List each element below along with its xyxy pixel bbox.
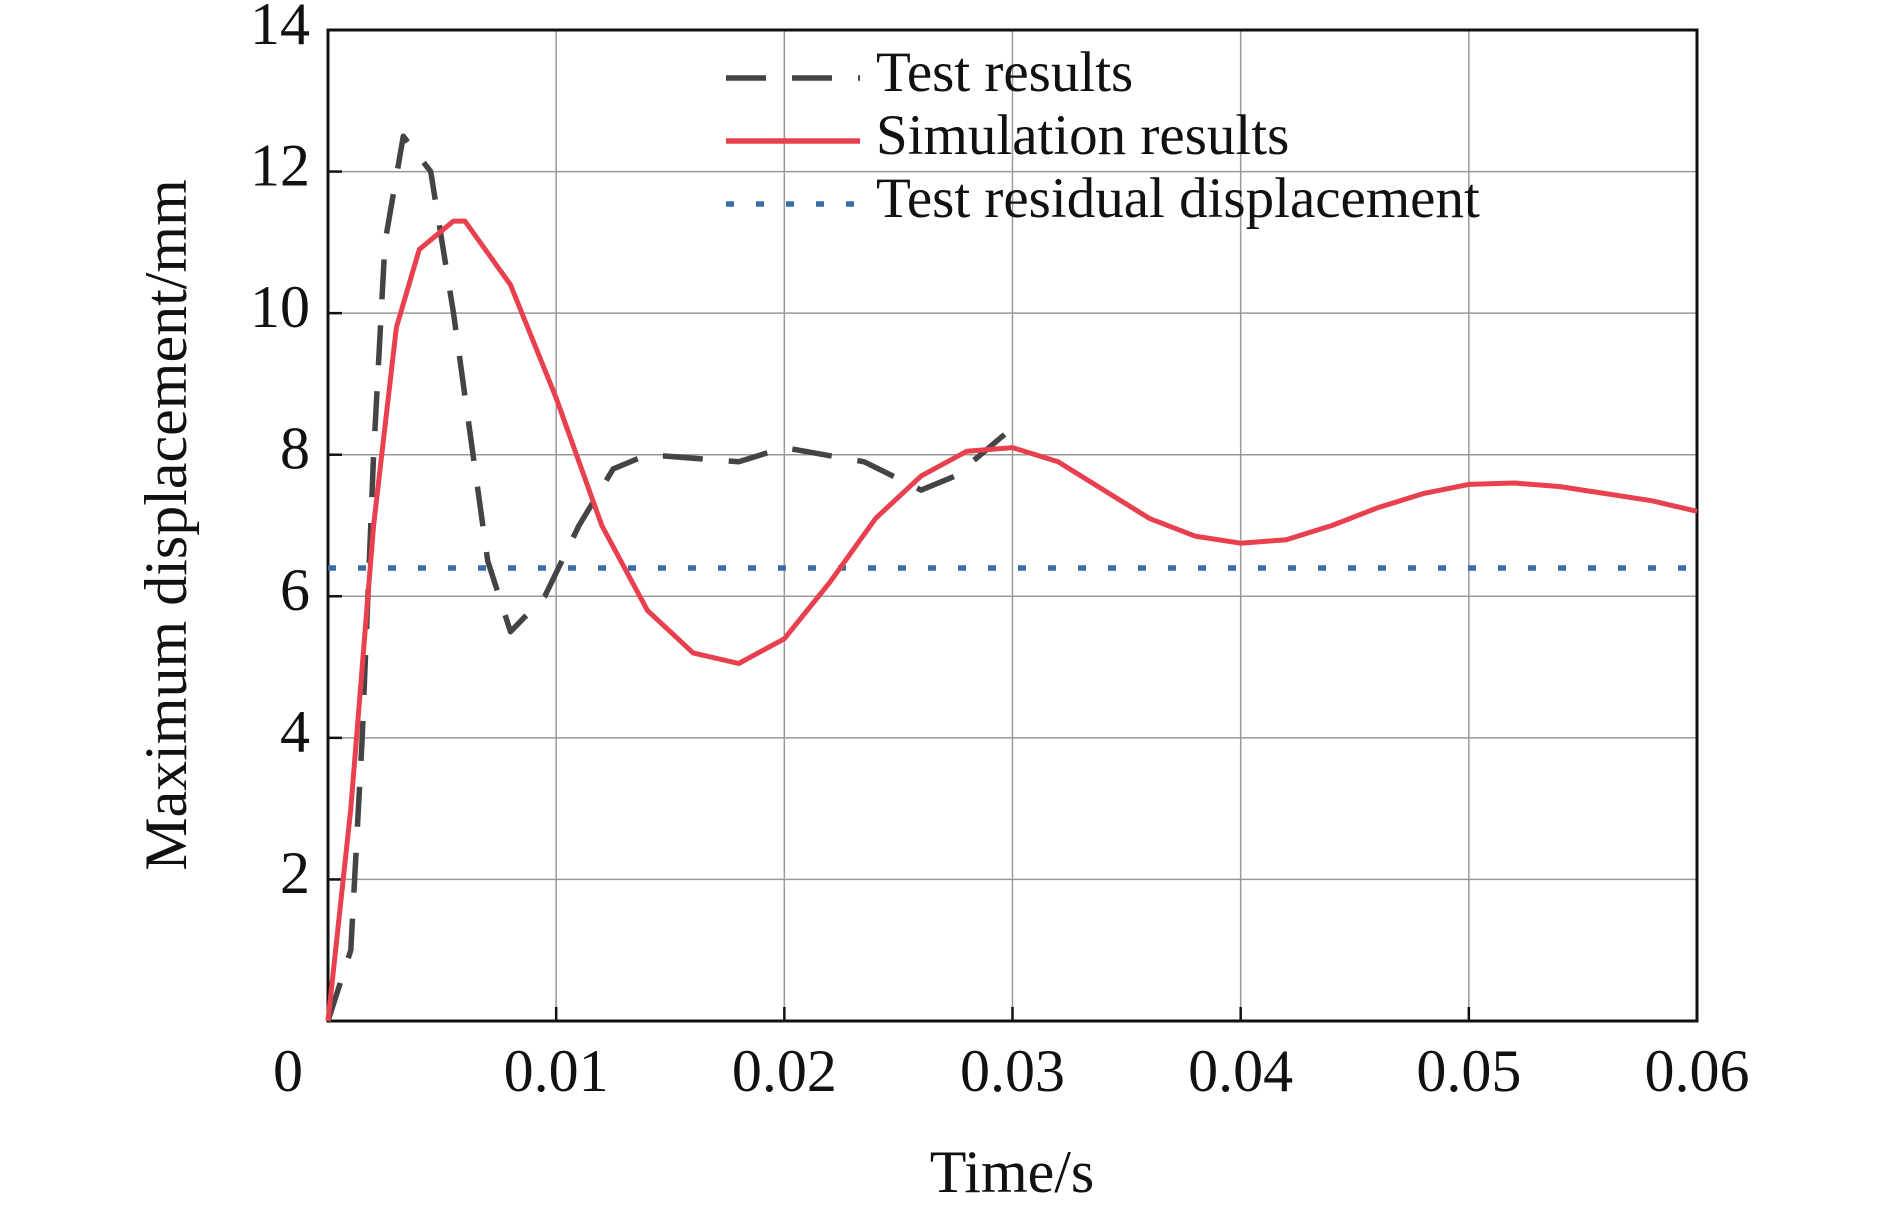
x-tick-label: 0: [273, 1038, 303, 1104]
x-tick-label: 0.04: [1188, 1038, 1293, 1104]
y-tick-label: 6: [280, 557, 310, 623]
y-tick-label: 10: [250, 274, 310, 340]
series-line: [325, 133, 1008, 1022]
y-axis-label: Maximum displacement/mm: [133, 179, 199, 871]
y-tick-label: 4: [280, 699, 310, 765]
legend-label: Test results: [876, 41, 1133, 104]
legend-label: Test residual displacement: [876, 167, 1480, 230]
x-tick-label: 0.05: [1416, 1038, 1521, 1104]
y-tick-label: 14: [250, 0, 310, 57]
x-tick-label: 0.02: [732, 1038, 837, 1104]
x-tick-label: 0.03: [960, 1038, 1065, 1104]
y-tick-label: 12: [250, 132, 310, 198]
legend-label: Simulation results: [876, 104, 1289, 167]
y-tick-label: 2: [280, 840, 310, 906]
x-axis-label: Time/s: [930, 1139, 1095, 1205]
x-tick-label: 0.01: [504, 1038, 609, 1104]
x-tick-label: 0.06: [1645, 1038, 1750, 1104]
y-tick-label: 8: [280, 415, 310, 481]
plot-frame: [326, 28, 1699, 1023]
series-line: [325, 218, 1698, 1022]
